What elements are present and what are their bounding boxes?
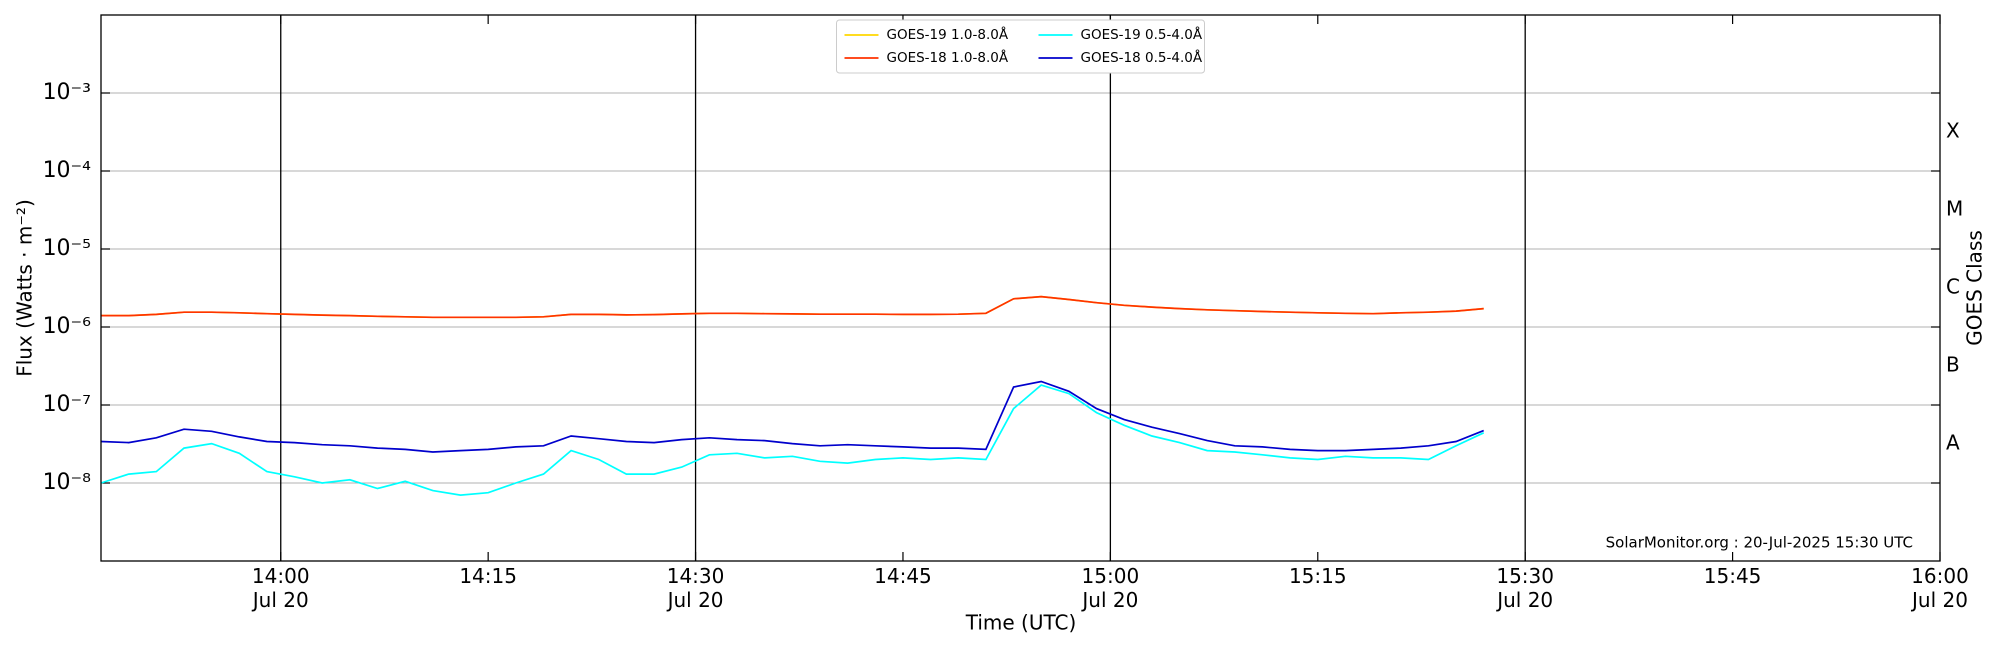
- y-tick-label: 10⁻⁵: [43, 236, 91, 261]
- y2-tick-label: X: [1946, 119, 1960, 143]
- x-tick-label: 14:45: [874, 564, 932, 588]
- y2-tick-label: A: [1946, 431, 1960, 455]
- annotation: SolarMonitor.org : 20-Jul-2025 15:30 UTC: [1606, 534, 1913, 552]
- y-axis-label: Flux (Watts · m⁻²): [13, 199, 37, 377]
- legend-label: GOES-19 0.5-4.0Å: [1081, 26, 1203, 43]
- series-line: [101, 295, 1484, 319]
- y-tick-label: 10⁻⁷: [43, 392, 91, 417]
- x-tick-label: 15:30 Jul 20: [1496, 564, 1554, 612]
- series-line: [100, 380, 1485, 453]
- x-tick-label: 16:00 Jul 20: [1911, 564, 1969, 612]
- legend-label: GOES-18 0.5-4.0Å: [1081, 49, 1203, 66]
- y2-tick-label: C: [1946, 275, 1960, 299]
- plot-frame: [100, 14, 1941, 562]
- x-tick-label: 14:00 Jul 20: [251, 564, 310, 612]
- y-tick-label: 10⁻⁸: [43, 470, 92, 495]
- x-axis-label: Time (UTC): [965, 611, 1077, 635]
- legend-box: [836, 19, 1205, 74]
- y2-tick-label: M: [1946, 197, 1963, 221]
- y2-axis-label: GOES Class: [1963, 230, 1987, 346]
- legend-label: GOES-19 1.0-8.0Å: [887, 26, 1009, 43]
- x-tick-label: 15:45: [1703, 564, 1762, 588]
- x-tick-label: 14:15: [459, 564, 517, 588]
- x-tick-label: 15:15: [1288, 564, 1347, 588]
- y-tick-label: 10⁻⁴: [43, 158, 92, 183]
- series-line: [100, 384, 1485, 496]
- legend-label: GOES-18 1.0-8.0Å: [887, 49, 1009, 66]
- x-tick-label: 15:00 Jul 20: [1081, 564, 1140, 612]
- y-tick-label: 10⁻³: [43, 80, 91, 105]
- y-tick-label: 10⁻⁶: [43, 314, 92, 339]
- y2-tick-label: B: [1946, 353, 1960, 377]
- x-tick-label: 14:30 Jul 20: [666, 564, 725, 612]
